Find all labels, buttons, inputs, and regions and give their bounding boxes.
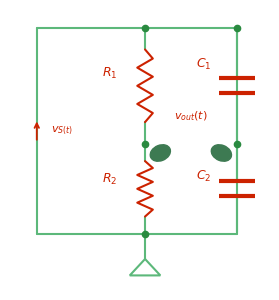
Text: $C_1$: $C_1$ <box>196 57 212 72</box>
Text: $R_1$: $R_1$ <box>102 66 117 81</box>
Text: $C_2$: $C_2$ <box>196 169 212 184</box>
Ellipse shape <box>211 145 232 161</box>
Text: $v_{out}(t)$: $v_{out}(t)$ <box>174 110 208 123</box>
Text: $R_2$: $R_2$ <box>102 172 117 188</box>
Ellipse shape <box>150 145 170 161</box>
Text: $v_{S(t)}$: $v_{S(t)}$ <box>51 124 73 137</box>
